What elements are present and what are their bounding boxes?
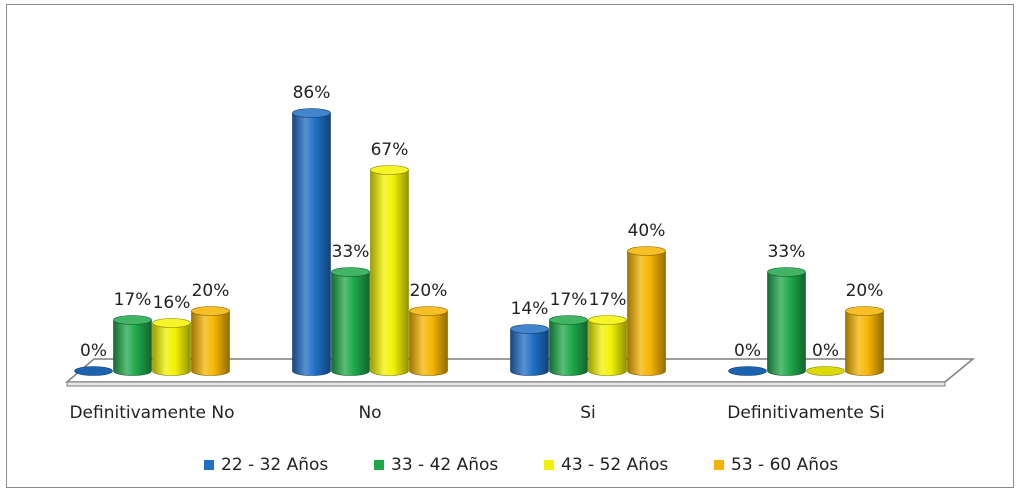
data-label: 14% — [511, 299, 549, 319]
legend-swatch — [204, 460, 214, 470]
bar-no-43-52-a-os — [370, 165, 409, 376]
bar-chart: 0%17% 16%20%86%33%67%20%14% 17% 17%40%0%33%… — [64, 83, 976, 475]
data-label: 86% — [293, 83, 331, 103]
chart-frame: 0% 17% 16% 20% 86% 33% 67% 20% 14% 17% 17% 40% 0% 33%… — [6, 4, 1014, 488]
category-label: Si — [580, 403, 596, 423]
bar-no-22-32-a-os — [292, 108, 331, 376]
bar-definitivamente-no-33-42-a-os — [113, 315, 152, 376]
data-label: 17% — [114, 290, 152, 310]
legend-swatch — [714, 460, 724, 470]
data-label: 0% — [80, 341, 107, 361]
legend-label: 33 - 42 Años — [391, 455, 498, 475]
bar-definitivamente-no-43-52-a-os — [152, 318, 191, 376]
legend-item: 53 - 60 Años — [714, 455, 838, 475]
bar-definitivamente-no-53-60-a-os — [191, 306, 230, 376]
legend-swatch — [544, 460, 554, 470]
category-labels: Definitivamente No No Si Definitivamente Si — [69, 403, 884, 423]
bar-si-43-52-a-os — [588, 315, 627, 376]
data-label: 0% — [734, 341, 761, 361]
category-label: Definitivamente Si — [727, 403, 884, 423]
bar-no-33-42-a-os — [331, 267, 370, 376]
floor-edge — [66, 381, 946, 387]
data-label: 17% — [589, 290, 627, 310]
bar-definitivamente-si-22-32-a-os — [728, 366, 767, 376]
bar-definitivamente-si-33-42-a-os — [767, 267, 806, 376]
data-label: 0% — [812, 341, 839, 361]
bar-si-33-42-a-os — [549, 315, 588, 376]
legend-label: 53 - 60 Años — [731, 455, 838, 475]
data-label: 40% — [628, 221, 666, 241]
data-label: 17% — [550, 290, 588, 310]
legend: 22 - 32 Años 33 - 42 Años 43 - 52 Años 53 -… — [204, 455, 838, 475]
bars — [74, 108, 884, 376]
bar-definitivamente-si-43-52-a-os — [806, 366, 845, 376]
legend-swatch — [374, 460, 384, 470]
data-label: 33% — [332, 242, 370, 262]
legend-label: 22 - 32 Años — [221, 455, 328, 475]
category-label: Definitivamente No — [69, 403, 234, 423]
bar-si-22-32-a-os — [510, 324, 549, 376]
bar-no-53-60-a-os — [409, 306, 448, 376]
legend-item: 22 - 32 Años — [204, 455, 328, 475]
legend-label: 43 - 52 Años — [561, 455, 668, 475]
bar-si-53-60-a-os — [627, 246, 666, 376]
data-label: 67% — [371, 140, 409, 160]
data-label: 20% — [846, 281, 884, 301]
legend-item: 43 - 52 Años — [544, 455, 668, 475]
data-label: 33% — [768, 242, 806, 262]
bar-definitivamente-si-53-60-a-os — [845, 306, 884, 376]
legend-item: 33 - 42 Años — [374, 455, 498, 475]
data-label: 16% — [153, 293, 191, 313]
data-label: 20% — [410, 281, 448, 301]
bar-definitivamente-no-22-32-a-os — [74, 366, 113, 376]
data-label: 20% — [192, 281, 230, 301]
data-labels: 0%17% 16%20%86%33%67%20%14% 17% 17%40%0%33%… — [80, 83, 883, 361]
category-label: No — [358, 403, 381, 423]
